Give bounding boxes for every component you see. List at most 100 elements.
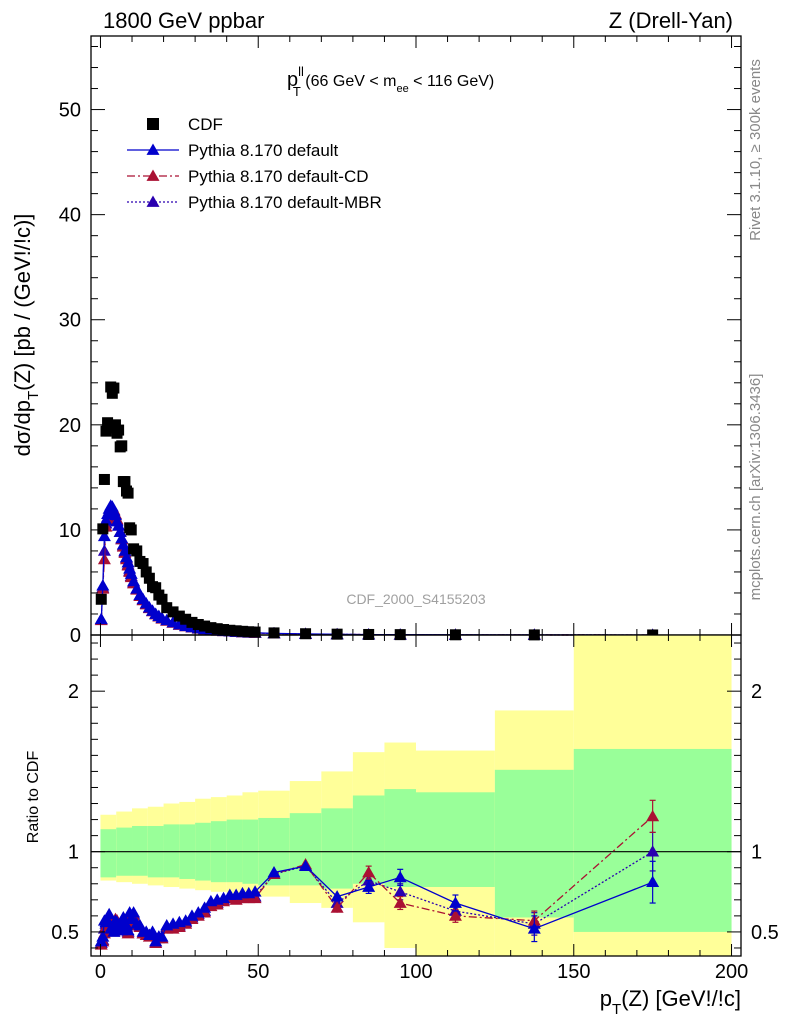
main-y-axis-label: dσ/dpT(Z) [pb / (GeV!/!c)] — [10, 214, 42, 457]
cdf-data-point — [199, 620, 211, 632]
x-tick-label: 200 — [715, 961, 748, 983]
cdf-data-point — [230, 625, 242, 637]
ratio-axes: 0 50 100 150 2000.5 0.51 12 2 — [51, 634, 779, 983]
ratio-marker-1 — [362, 866, 376, 878]
cdf-data-point — [224, 624, 236, 636]
ratio-marker-0 — [185, 909, 199, 921]
ratio-marker-1 — [646, 809, 660, 822]
cdf-data-point — [113, 424, 125, 436]
ratio-marker-0 — [146, 925, 160, 937]
cdf-data-point — [95, 593, 107, 605]
ratio-marker-1 — [330, 901, 344, 913]
cdf-data-point — [140, 566, 152, 578]
ratio-marker-2 — [362, 874, 376, 886]
legend-marker — [146, 195, 160, 207]
main-y-tick-label: 30 — [59, 310, 81, 332]
plot-title: pll T (66 GeV < mee < 116 GeV) — [287, 64, 494, 99]
legend-label: Pythia 8.170 default-MBR — [188, 193, 382, 212]
ratio-series-layer — [94, 799, 660, 950]
legend-marker — [146, 143, 160, 155]
inner-band-segment — [321, 808, 353, 889]
cdf-data-point — [180, 613, 192, 625]
ratio-marker-0 — [448, 896, 462, 908]
main-marker-1 — [115, 531, 129, 544]
header-left: 1800 GeV ppbar — [103, 8, 264, 33]
cdf-data-point — [211, 623, 223, 635]
ratio-marker-0 — [191, 906, 205, 918]
ratio-y-axis-label: Ratio to CDF — [25, 751, 42, 844]
ratio-marker-0 — [102, 907, 116, 920]
inner-band-segment — [416, 792, 495, 887]
legend-marker — [146, 169, 160, 181]
ratio-marker-0 — [330, 890, 344, 902]
main-marker-1 — [121, 555, 135, 568]
legend-marker-cdf — [147, 118, 159, 130]
ratio-marker-1 — [248, 891, 262, 904]
main-marker-1 — [113, 525, 127, 537]
main-axes: 0 10 20 30 40 50 — [59, 35, 742, 647]
cdf-data-point — [192, 618, 204, 630]
ratio-marker-0 — [179, 914, 193, 926]
cdf-data-point — [108, 382, 120, 394]
main-marker-1 — [124, 567, 138, 579]
ratio-marker-0 — [362, 880, 376, 892]
inner-band-segment — [494, 769, 574, 918]
cdf-data-point — [103, 422, 115, 434]
main-marker-1 — [108, 508, 122, 521]
main-y-tick-label: 10 — [59, 520, 81, 542]
cdf-data-point — [186, 616, 198, 628]
main-y-tick-label: 50 — [59, 100, 81, 122]
cdf-data-point — [156, 593, 168, 605]
main-marker-1 — [99, 513, 113, 526]
ratio-uncertainty-bands — [91, 635, 741, 956]
ratio-marker-0 — [96, 930, 110, 942]
ratio-y-tick-label-left: 0.5 — [51, 922, 79, 944]
x-tick-label: 100 — [399, 961, 432, 983]
inner-band-segment — [132, 825, 148, 876]
cdf-data-point — [150, 582, 162, 594]
legend: CDF Pythia 8.170 default Pythia 8.170 defa… — [127, 115, 382, 212]
legend-label: CDF — [188, 115, 223, 134]
mcplots-credit-label: mcplots.cern.ch [arXiv:1306.3436] — [747, 374, 764, 601]
cdf-data-point — [137, 558, 149, 570]
ratio-marker-0 — [267, 866, 281, 878]
cdf-data-point — [249, 626, 261, 638]
ratio-marker-0 — [299, 859, 313, 871]
x-axis-label: pT(Z) [GeV!/!c] — [600, 986, 741, 1018]
ratio-marker-0 — [124, 912, 138, 924]
header-right: Z (Drell-Yan) — [609, 8, 733, 33]
cdf-data-point — [143, 572, 155, 584]
legend-label: Pythia 8.170 default-CD — [188, 167, 369, 186]
ratio-marker-0 — [155, 930, 169, 942]
legend-label: Pythia 8.170 default — [188, 141, 339, 160]
main-marker-1 — [97, 529, 111, 542]
cdf-data-point — [205, 622, 217, 634]
ratio-marker-0 — [248, 885, 262, 897]
ratio-marker-2 — [646, 845, 660, 857]
ratio-marker-0 — [217, 891, 231, 904]
cdf-data-point — [131, 545, 143, 557]
cdf-data-point — [331, 628, 343, 640]
ratio-marker-1 — [448, 909, 462, 921]
cdf-data-point — [300, 628, 312, 640]
cdf-data-point — [122, 487, 134, 499]
inner-band-segment — [163, 824, 180, 878]
ratio-marker-0 — [127, 906, 141, 918]
ratio-marker-0 — [527, 922, 541, 934]
cdf-data-point — [161, 602, 173, 614]
ratio-y-tick-label-right: 2 — [751, 681, 762, 703]
cdf-data-point — [268, 627, 280, 639]
cdf-data-point — [119, 476, 131, 488]
main-marker-1 — [116, 538, 130, 550]
cdf-data-point — [218, 624, 230, 636]
ratio-marker-0 — [646, 875, 660, 888]
x-tick-label: 0 — [95, 961, 106, 983]
ratio-y-tick-label-right: 1 — [751, 842, 762, 864]
ratio-marker-0 — [393, 870, 407, 883]
cdf-data-point — [97, 523, 109, 535]
inner-band-segment — [100, 829, 117, 878]
main-y-tick-label: 0 — [70, 625, 81, 647]
cdf-data-point — [116, 440, 128, 452]
x-tick-label: 150 — [557, 961, 590, 983]
